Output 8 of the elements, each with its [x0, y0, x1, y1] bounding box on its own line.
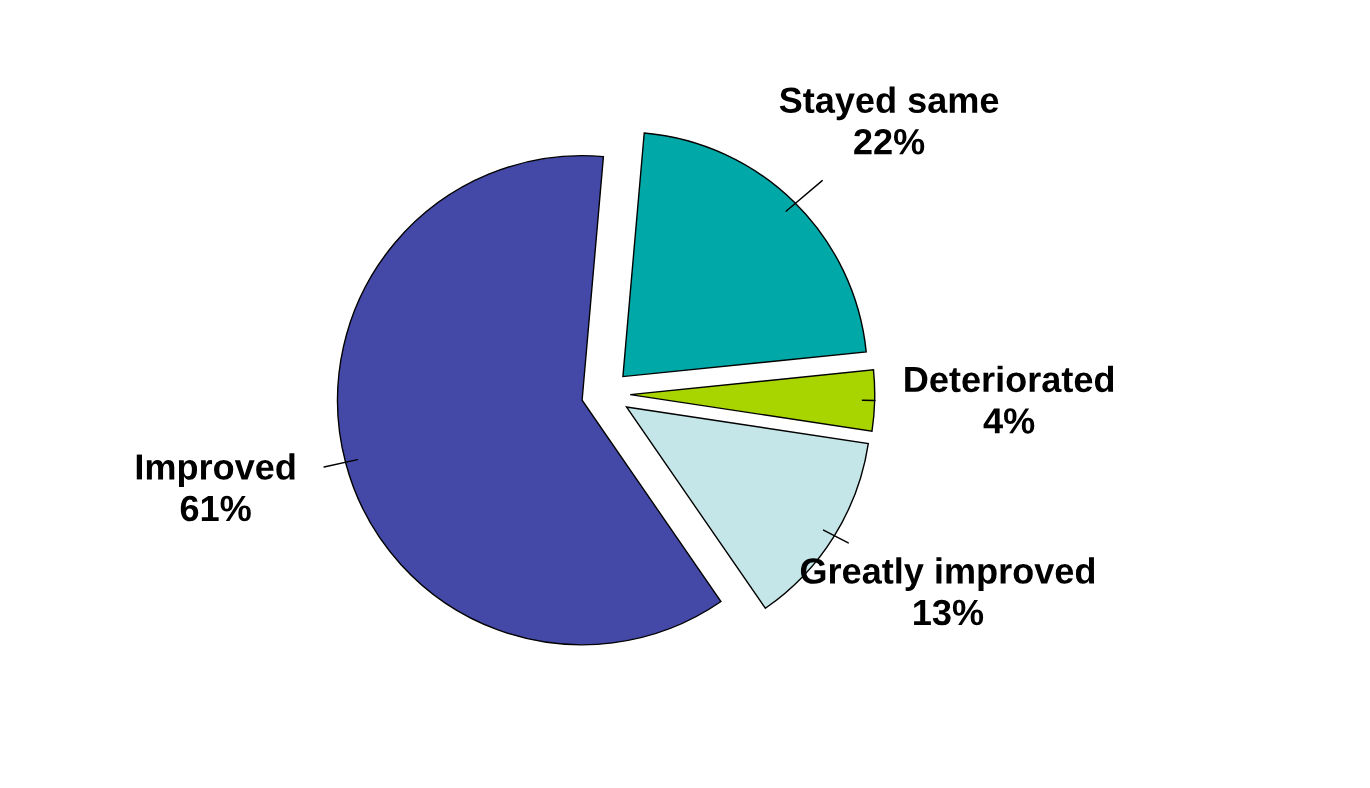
slice-label: Improved	[136, 453, 295, 487]
slice-label: Greatly improved	[800, 557, 1095, 591]
slice-label: Stayed same	[779, 86, 999, 121]
data-label: 22%	[854, 128, 925, 155]
data-label: 61%	[180, 495, 251, 522]
data-label: 4%	[983, 408, 1035, 434]
data-label: 13%	[914, 599, 984, 626]
legend-label: Deteriorated	[905, 365, 1114, 393]
